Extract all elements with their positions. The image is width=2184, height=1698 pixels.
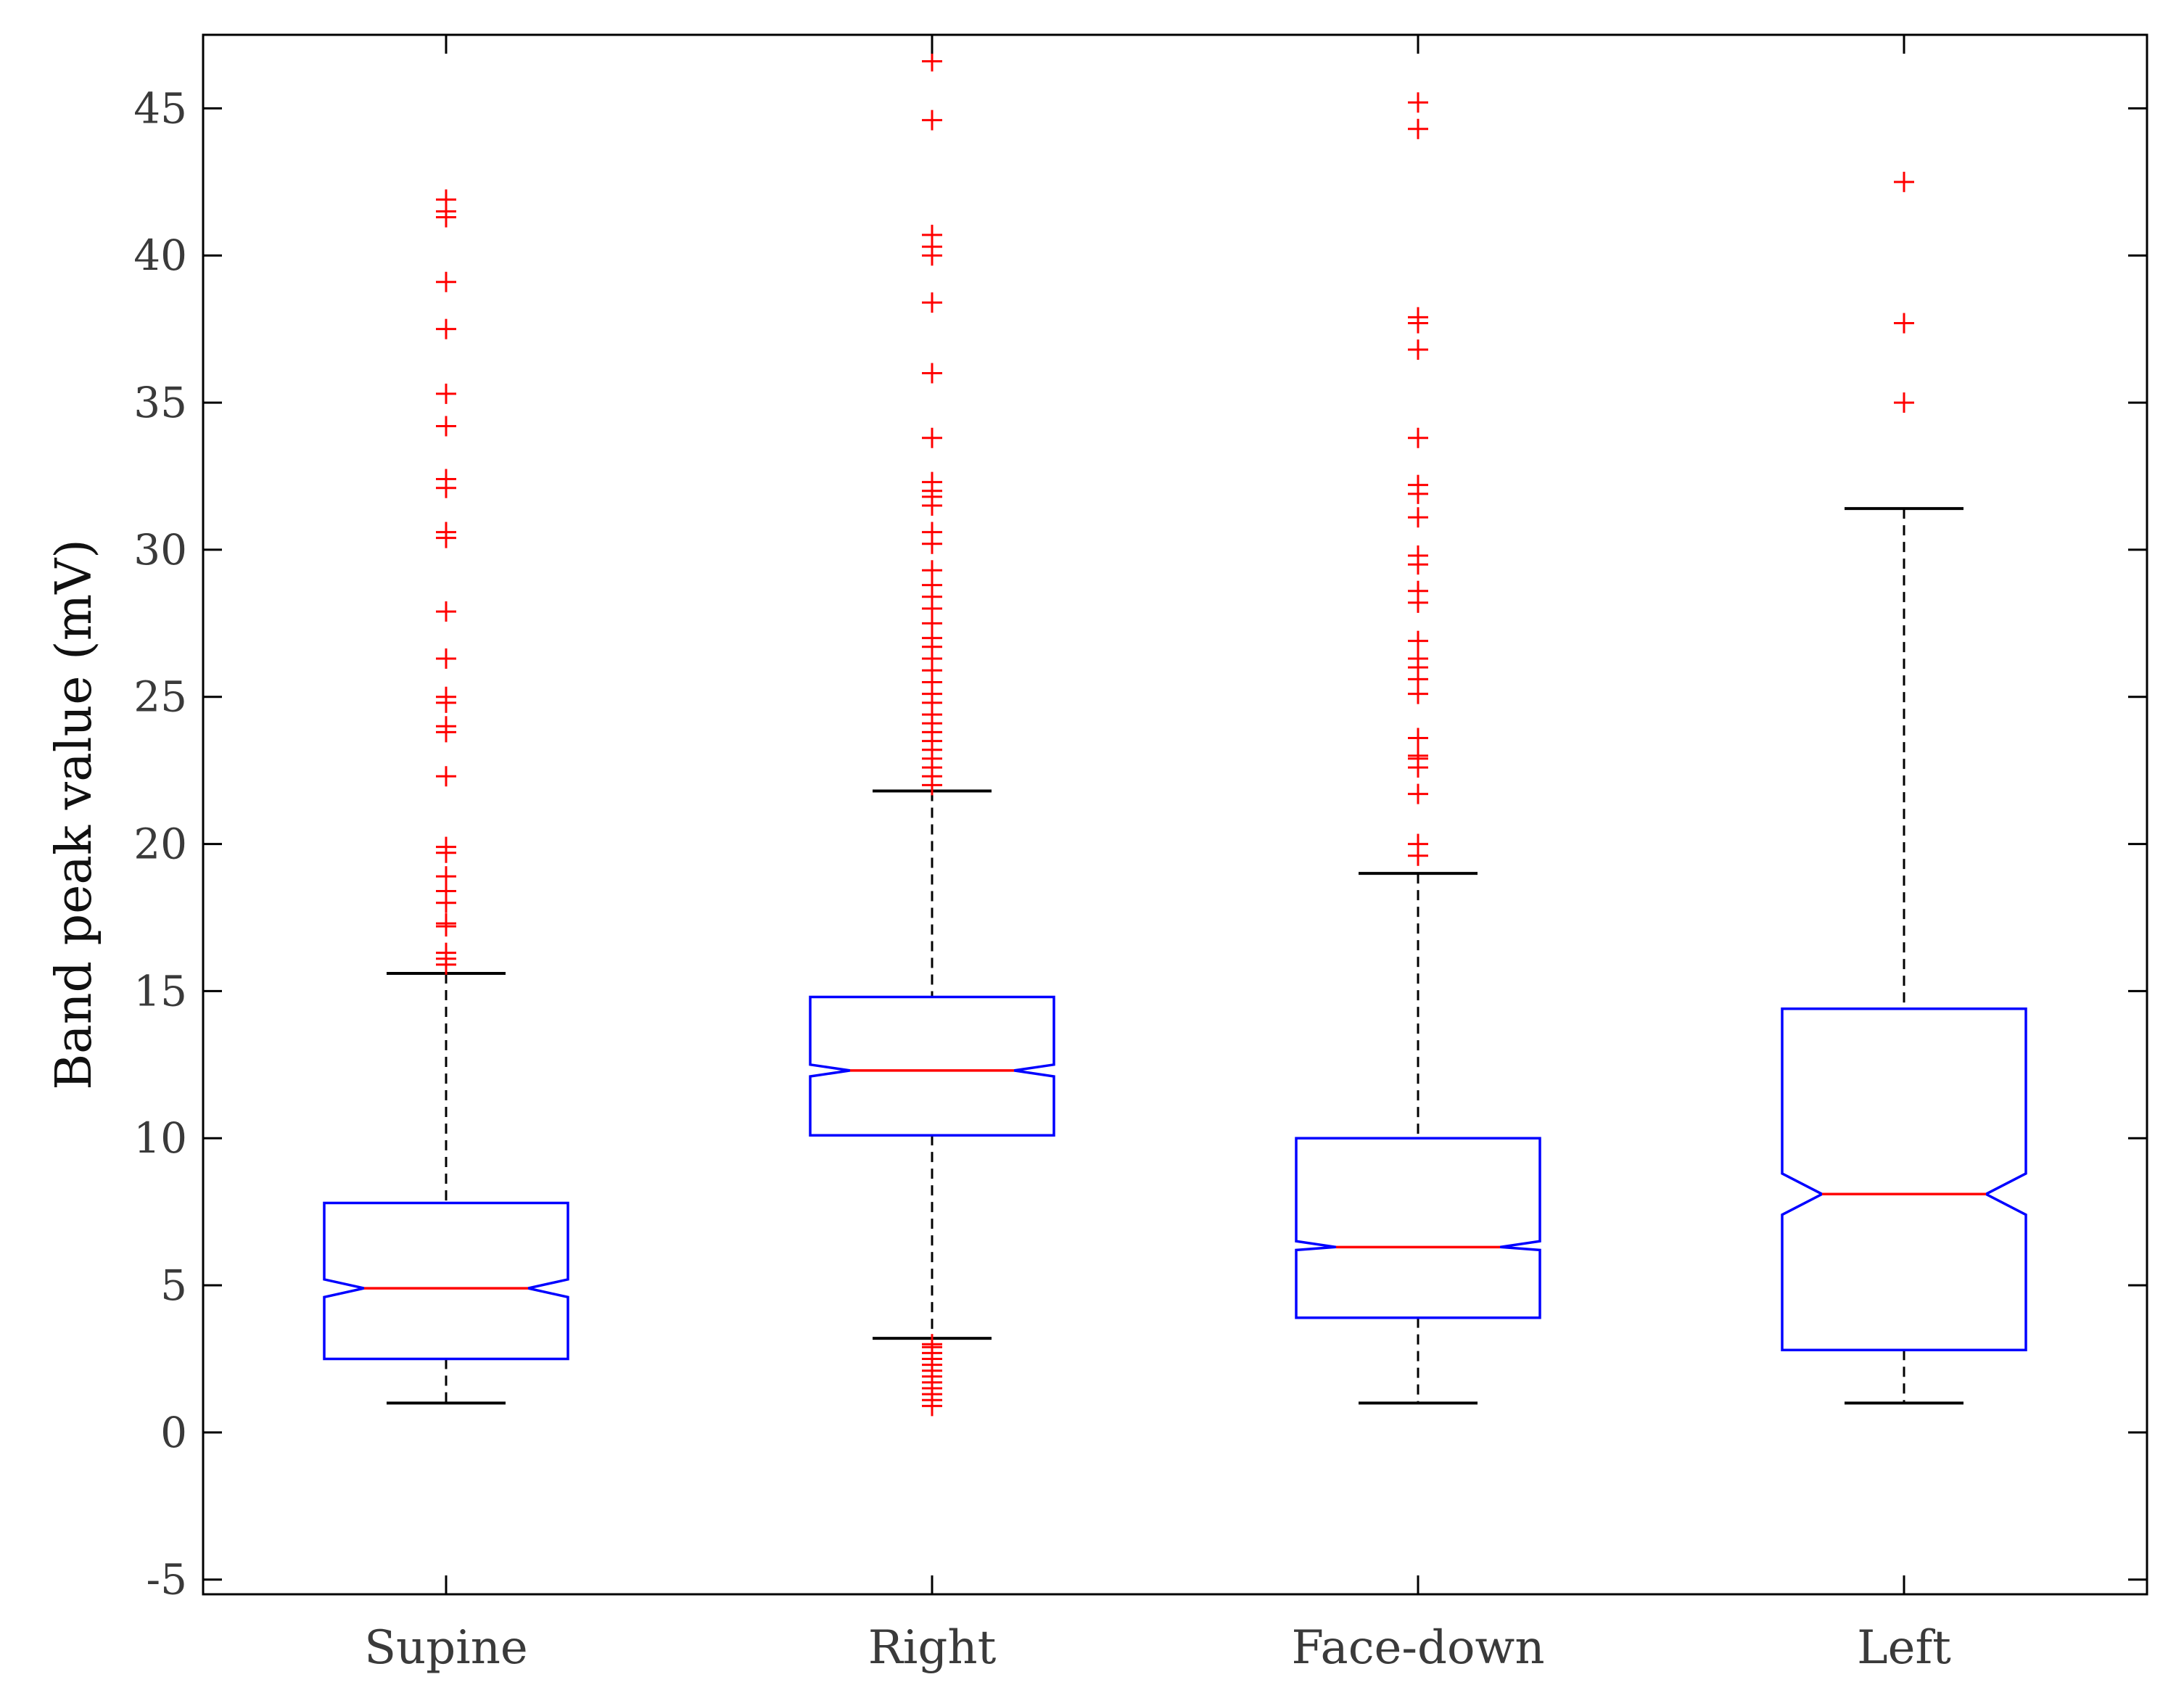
outlier-marker xyxy=(1894,171,1914,192)
outlier-marker xyxy=(436,648,456,669)
outlier-marker xyxy=(922,51,942,72)
x-tick-label: Face-down xyxy=(1291,1621,1544,1675)
y-axis: -5 0 5 10 15 20 25 30 35 40 45 xyxy=(133,83,2147,1604)
outlier-marker xyxy=(1408,339,1428,360)
notched-box xyxy=(1295,1137,1541,1319)
outlier-marker xyxy=(1408,118,1428,139)
boxes-layer xyxy=(323,507,2027,1405)
outlier-marker xyxy=(436,383,456,404)
plot-area xyxy=(202,33,2148,1596)
outlier-marker xyxy=(1894,313,1914,334)
outlier-marker xyxy=(436,522,456,543)
outlier-marker xyxy=(922,292,942,313)
y-tick-label: 45 xyxy=(133,83,187,133)
outlier-marker xyxy=(436,686,456,707)
y-tick-label: -5 xyxy=(147,1555,188,1604)
outlier-marker xyxy=(1408,648,1428,669)
outlier-marker xyxy=(436,836,456,857)
outlier-marker xyxy=(922,110,942,131)
y-tick-label: 20 xyxy=(133,820,187,869)
y-tick-label: 40 xyxy=(133,231,187,280)
x-tick-label: Left xyxy=(1857,1621,1951,1675)
outlier-marker xyxy=(436,913,456,934)
outlier-marker xyxy=(436,416,456,437)
outlier-marker xyxy=(1408,92,1428,113)
outlier-marker xyxy=(436,601,456,622)
outlier-marker xyxy=(1408,580,1428,601)
outlier-marker xyxy=(1894,392,1914,413)
y-tick-label: 15 xyxy=(133,966,187,1015)
notched-box xyxy=(809,995,1055,1137)
outlier-marker xyxy=(436,271,456,292)
outlier-marker xyxy=(1408,427,1428,448)
outlier-marker xyxy=(922,560,942,581)
notched-box xyxy=(323,1201,569,1361)
y-tick-label: 10 xyxy=(133,1113,187,1163)
outlier-marker xyxy=(922,224,942,245)
outlier-marker xyxy=(1408,474,1428,495)
outliers-layer xyxy=(436,51,1914,1417)
outlier-marker xyxy=(1408,745,1428,766)
x-tick-label: Right xyxy=(868,1621,997,1675)
outlier-marker xyxy=(1408,728,1428,749)
outlier-marker xyxy=(922,471,942,492)
y-tick-label: 5 xyxy=(160,1261,187,1310)
x-axis: Supine Right Face-down Left xyxy=(364,35,1951,1675)
outlier-marker xyxy=(1408,630,1428,651)
y-tick-label: 35 xyxy=(133,378,187,427)
outlier-marker xyxy=(436,189,456,210)
outlier-marker xyxy=(922,522,942,543)
outlier-marker xyxy=(436,866,456,887)
outlier-marker xyxy=(1408,545,1428,566)
outlier-marker xyxy=(436,318,456,339)
outlier-marker xyxy=(1408,833,1428,854)
outlier-marker xyxy=(922,363,942,384)
outlier-marker xyxy=(922,1334,942,1355)
outlier-marker xyxy=(436,469,456,490)
outlier-marker xyxy=(922,427,942,448)
outlier-marker xyxy=(1408,307,1428,328)
outlier-marker xyxy=(436,942,456,963)
y-axis-label: Band peak value (mV) xyxy=(46,539,103,1090)
outlier-marker xyxy=(436,716,456,737)
outlier-marker xyxy=(1408,507,1428,528)
y-tick-label: 30 xyxy=(133,525,187,574)
y-tick-label: 25 xyxy=(133,672,187,722)
outlier-marker xyxy=(1408,783,1428,804)
notched-box xyxy=(1781,1007,2027,1352)
x-tick-label: Supine xyxy=(364,1621,528,1675)
outlier-marker xyxy=(436,766,456,787)
y-tick-label: 0 xyxy=(160,1408,187,1457)
